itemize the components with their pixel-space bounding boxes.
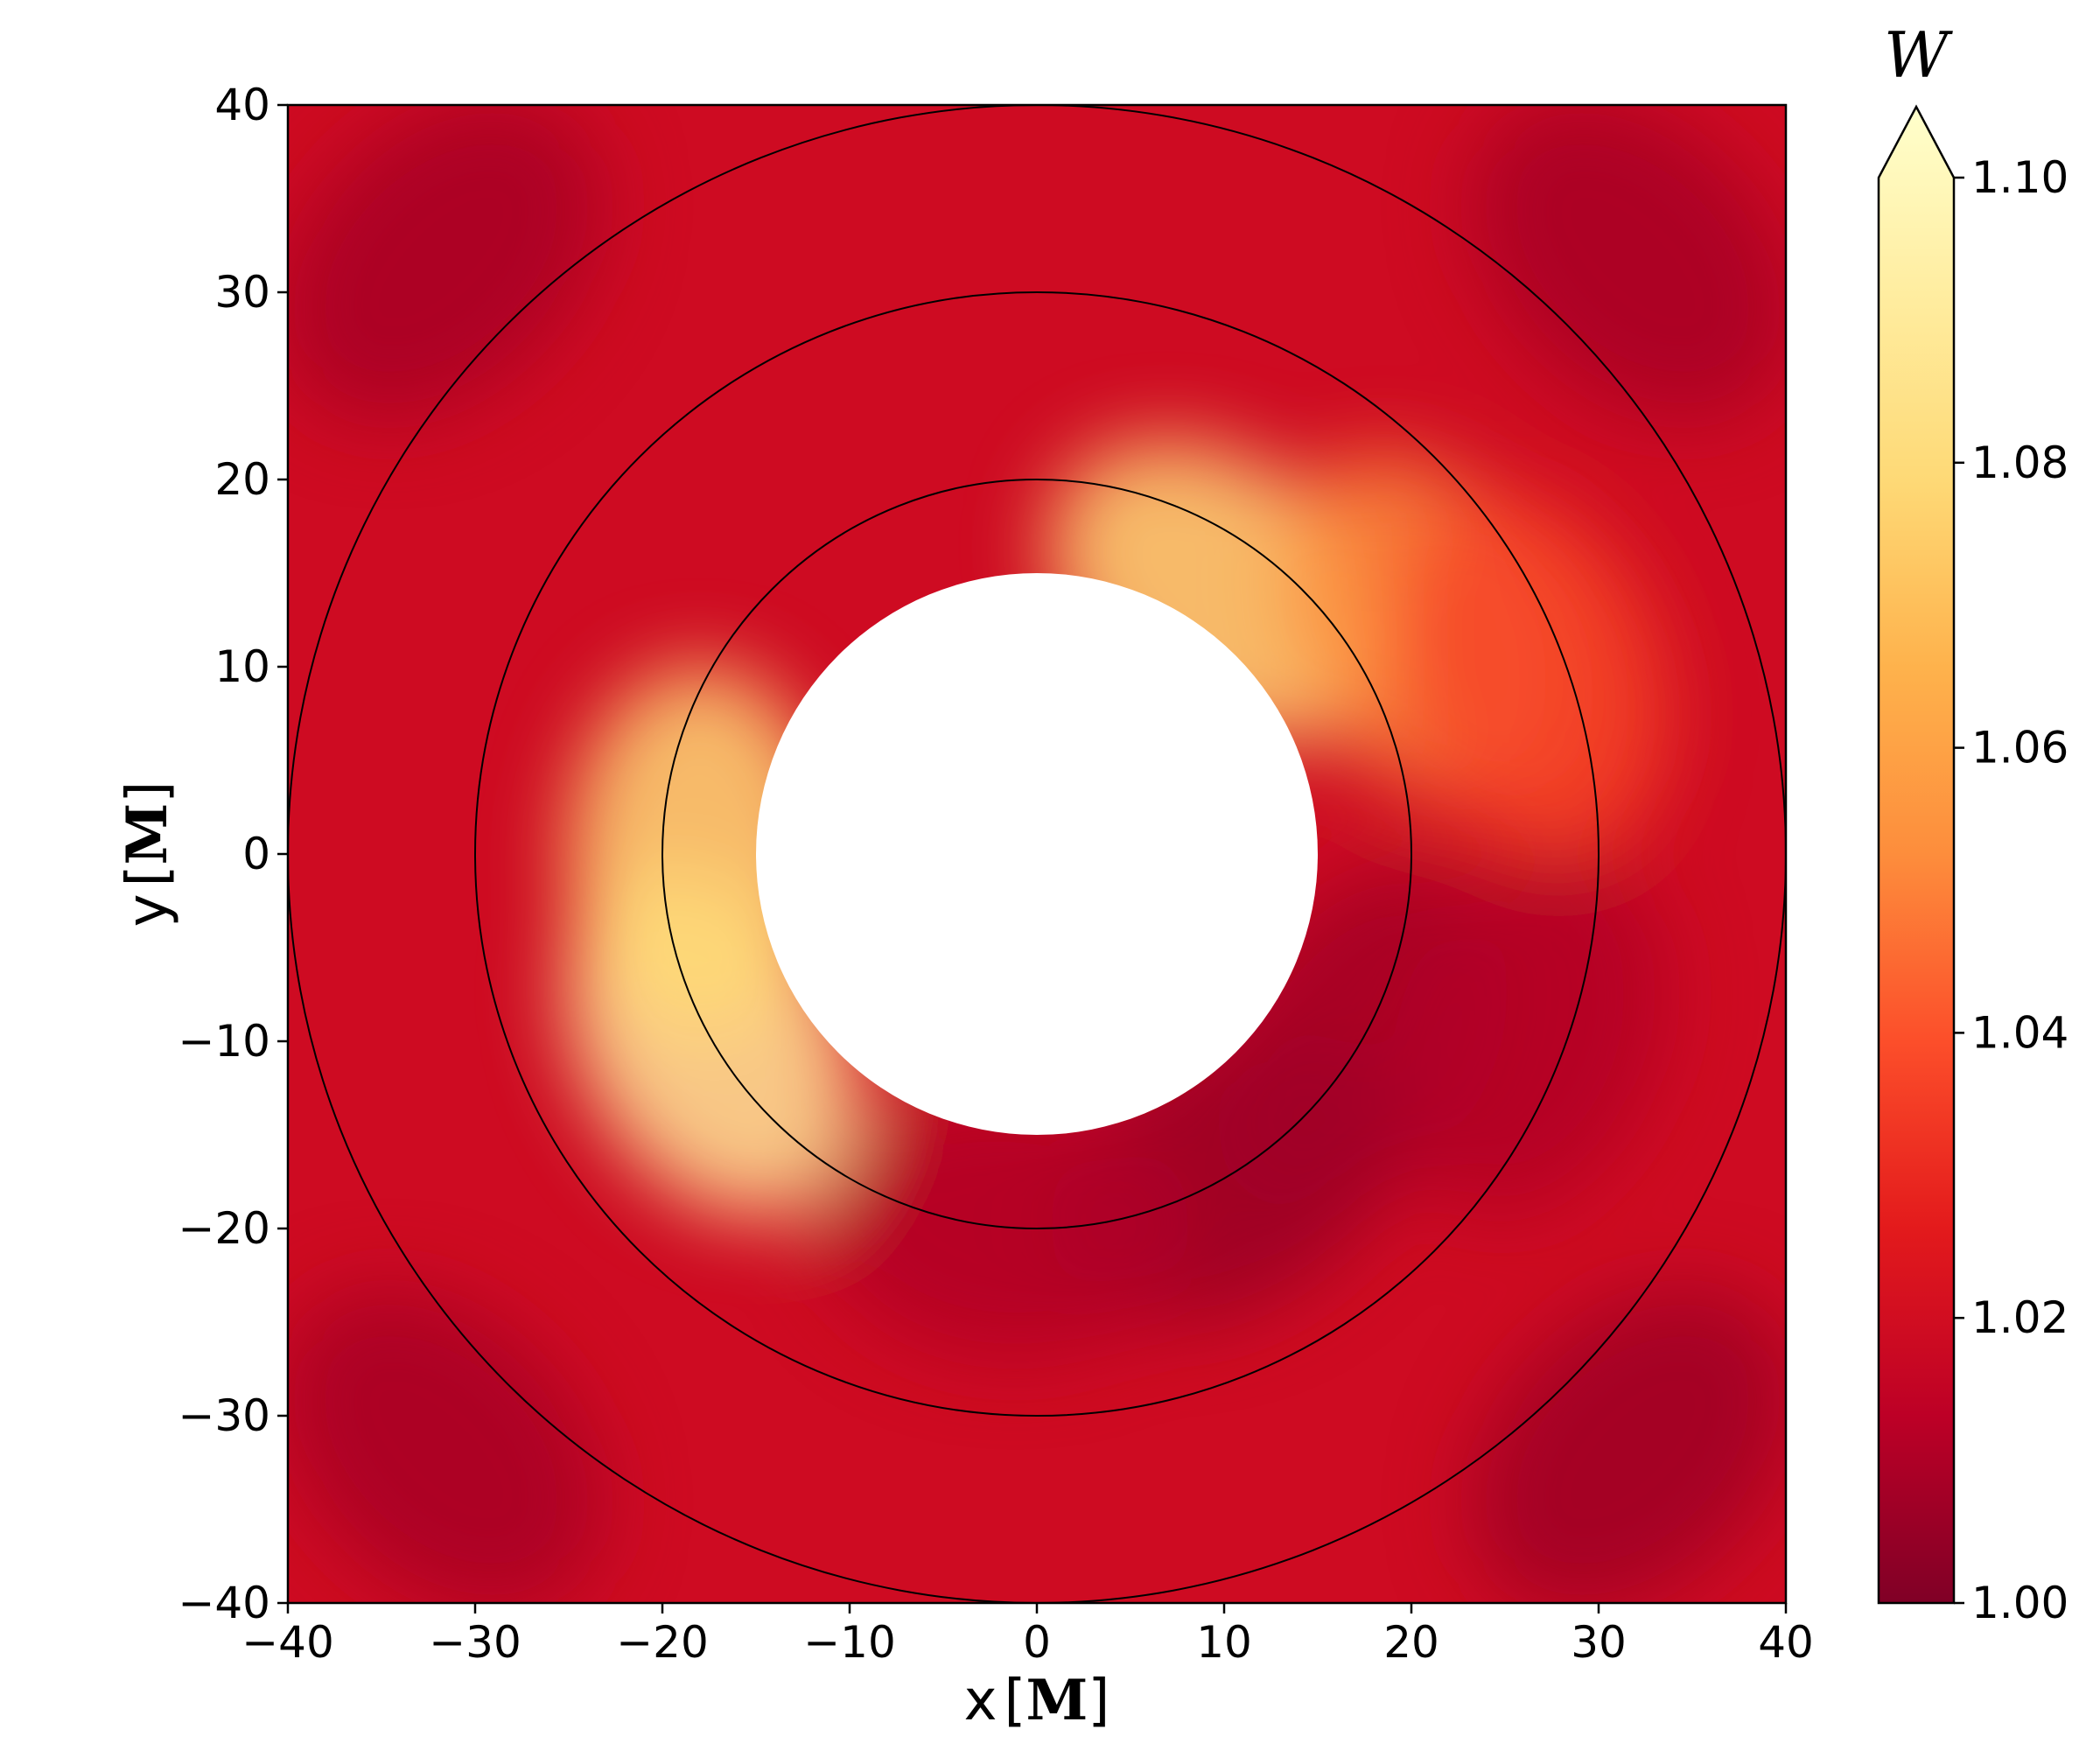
heatmap-feature: [288, 105, 603, 420]
colorbar-ticks: 1.00 1.02 1.04 1.06 1.08 1.10: [1954, 152, 2068, 1628]
x-tick-label: 10: [1196, 1617, 1252, 1668]
y-tick-label: 40: [214, 80, 270, 130]
x-tick-label: −30: [429, 1617, 522, 1668]
y-axis-label-var: y: [116, 893, 180, 927]
x-tick-label: −40: [242, 1617, 334, 1668]
y-tick-label: −10: [178, 1016, 270, 1067]
x-axis-label: x [M]: [964, 1668, 1110, 1733]
y-tick-label: 30: [214, 267, 270, 318]
colorbar-tick-label: 1.00: [1971, 1578, 2068, 1628]
x-tick-label: 20: [1383, 1617, 1439, 1668]
colorbar-gradient: [1877, 104, 1956, 1605]
heatmap: [288, 105, 1786, 1603]
reference-circles: [288, 105, 1786, 1603]
colorbar-tick-label: 1.06: [1971, 723, 2068, 774]
colorbar-tick-label: 1.02: [1971, 1292, 2068, 1343]
radius-circle: [474, 291, 1600, 1417]
heatmap-feature: [1471, 105, 1786, 420]
heatmap-feature: [568, 667, 831, 1041]
heatmap-feature: [1471, 1288, 1786, 1603]
x-tick-label: −20: [616, 1617, 709, 1668]
y-axis-label: y[M]: [115, 781, 180, 928]
colorbar: 1.00 1.02 1.04 1.06 1.08 1.10 W: [1877, 18, 2068, 1628]
y-tick-label: 10: [214, 641, 270, 692]
x-axis-ticks: −40 −30 −20 −10 0 10 20 30 40: [242, 1603, 1814, 1668]
y-tick-label: 20: [214, 454, 270, 505]
x-axis-unit: M: [1026, 1668, 1088, 1733]
x-tick-label: 30: [1571, 1617, 1627, 1668]
heatmap-feature: [288, 1288, 603, 1603]
y-tick-label: 0: [242, 829, 270, 879]
y-axis-ticks: −40 −30 −20 −10 0 10 20 30 40: [178, 80, 288, 1628]
x-tick-label: −10: [803, 1617, 896, 1668]
colorbar-tick-label: 1.10: [1971, 152, 2068, 203]
radius-circle: [662, 479, 1412, 1229]
heatmap-feature: [1390, 851, 1669, 1215]
colorbar-label: W: [1884, 18, 1953, 92]
excised-region: [756, 573, 1318, 1135]
y-tick-label: −20: [178, 1203, 270, 1254]
y-axis-unit: M: [115, 803, 180, 865]
colorbar-tick-label: 1.08: [1971, 438, 2068, 488]
y-tick-label: −30: [178, 1390, 270, 1441]
colorbar-tick-label: 1.04: [1971, 1007, 2068, 1058]
heatmap-field: [288, 105, 1786, 1603]
x-tick-label: 40: [1758, 1617, 1814, 1668]
y-tick-label: −40: [178, 1578, 270, 1628]
heatmap-feature: [1390, 493, 1669, 857]
x-axis-label-var: x: [964, 1669, 998, 1733]
x-tick-label: 0: [1023, 1617, 1051, 1668]
